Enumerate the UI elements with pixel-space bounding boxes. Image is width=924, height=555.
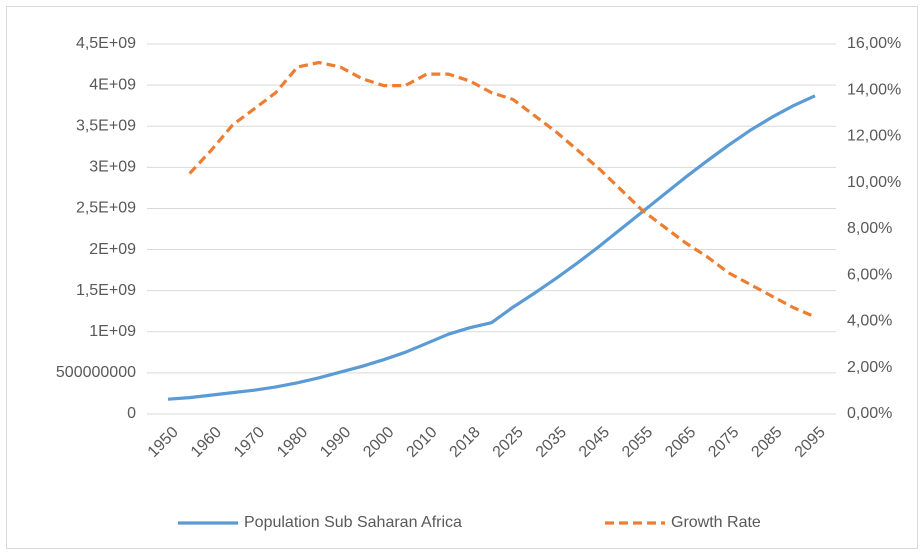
y2-tick-label: 0,00% bbox=[847, 405, 892, 422]
y2-tick-label: 12,00% bbox=[847, 128, 901, 145]
y2-tick-label: 10,00% bbox=[847, 174, 901, 191]
y-tick-label: 4E+09 bbox=[89, 76, 136, 93]
y2-tick-label: 2,00% bbox=[847, 359, 892, 376]
series-line bbox=[167, 94, 816, 401]
y-tick-label: 3,5E+09 bbox=[76, 117, 136, 134]
y-tick-label: 3E+09 bbox=[89, 159, 136, 176]
y-tick-label: 4,5E+09 bbox=[76, 35, 136, 52]
y2-tick-label: 6,00% bbox=[847, 266, 892, 283]
y2-tick-label: 14,00% bbox=[847, 81, 901, 98]
y-tick-label: 2E+09 bbox=[89, 241, 136, 258]
y-tick-label: 1,5E+09 bbox=[76, 282, 136, 299]
y2-tick-label: 16,00% bbox=[847, 35, 901, 52]
chart-border bbox=[6, 6, 918, 549]
y-tick-label: 2,5E+09 bbox=[76, 200, 136, 217]
legend-label: Growth Rate bbox=[671, 514, 761, 531]
y2-tick-label: 4,00% bbox=[847, 313, 892, 330]
y-tick-label: 0 bbox=[127, 405, 136, 422]
series-line bbox=[188, 60, 816, 319]
y-tick-label: 500000000 bbox=[56, 364, 136, 381]
y2-tick-label: 8,00% bbox=[847, 220, 892, 237]
y-tick-label: 1E+09 bbox=[89, 323, 136, 340]
legend-label: Population Sub Saharan Africa bbox=[244, 514, 462, 531]
